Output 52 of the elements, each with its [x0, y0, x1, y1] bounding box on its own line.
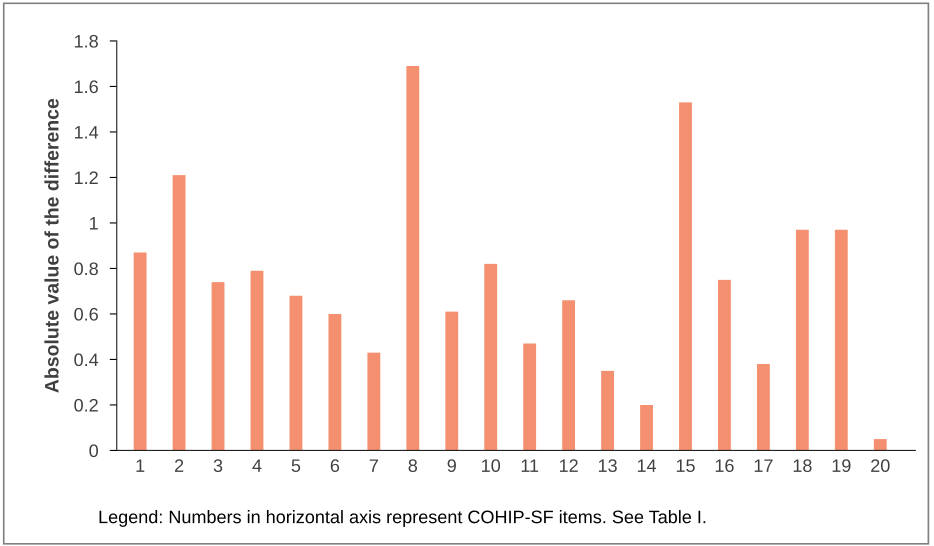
y-tick-label: 1.8 [74, 34, 98, 48]
bar [172, 175, 186, 450]
bar [562, 300, 576, 450]
x-tick-label: 8 [408, 459, 418, 472]
x-tick-label: 9 [448, 459, 456, 472]
x-tick-label: 20 [871, 459, 890, 472]
text: Legend: Numbers in horizontal axis represent COHIP-SF items. See Table I. [100, 510, 706, 527]
x-tick-label: 17 [754, 459, 773, 472]
bar [523, 344, 536, 450]
bar [367, 352, 380, 450]
bar [756, 364, 770, 450]
x-tick-label: 7 [370, 459, 378, 472]
y-tick-label: 1 [90, 217, 98, 230]
y-tick-label: 0.8 [74, 262, 98, 276]
x-tick-label: 19 [832, 459, 850, 472]
bar [796, 230, 809, 450]
x-tick-label: 14 [638, 459, 656, 472]
x-tick-label: 16 [716, 459, 734, 472]
x-tick-label: 12 [560, 459, 578, 472]
x-tick-label: 4 [252, 459, 262, 472]
bar [406, 66, 420, 450]
x-tick-label: 2 [174, 459, 184, 472]
bar [834, 230, 848, 450]
y-tick-label: 1.4 [74, 126, 98, 138]
bar [445, 312, 458, 450]
x-tick-label: 15 [676, 459, 695, 472]
bar [328, 314, 342, 450]
y-axis-title: Absolute value of the difference [44, 98, 59, 393]
x-tick-label: 10 [482, 459, 500, 472]
y-tick-label: 0.4 [74, 353, 98, 366]
y-tick-label: 0 [89, 444, 98, 458]
bar [874, 439, 887, 450]
bar [718, 280, 731, 450]
x-tick-label: 13 [598, 459, 617, 472]
x-tick-label: 18 [794, 459, 812, 472]
y-tick-label: 1.2 [74, 171, 98, 184]
x-tick-label: 3 [214, 459, 222, 472]
bar [250, 270, 264, 450]
bar [679, 102, 692, 450]
bar [601, 370, 614, 450]
y-tick-label: 0.2 [74, 398, 98, 412]
bar [484, 264, 498, 450]
bar [212, 282, 224, 450]
x-tick-label: 5 [292, 459, 300, 472]
x-tick-label: 11 [522, 459, 538, 472]
bar [290, 296, 302, 450]
y-tick-label: 1.6 [74, 80, 98, 94]
x-tick-label: 1 [136, 459, 144, 472]
x-tick-label: 6 [330, 459, 340, 472]
bar [640, 404, 653, 450]
y-tick-label: 0.6 [74, 308, 98, 321]
bar [134, 252, 147, 450]
